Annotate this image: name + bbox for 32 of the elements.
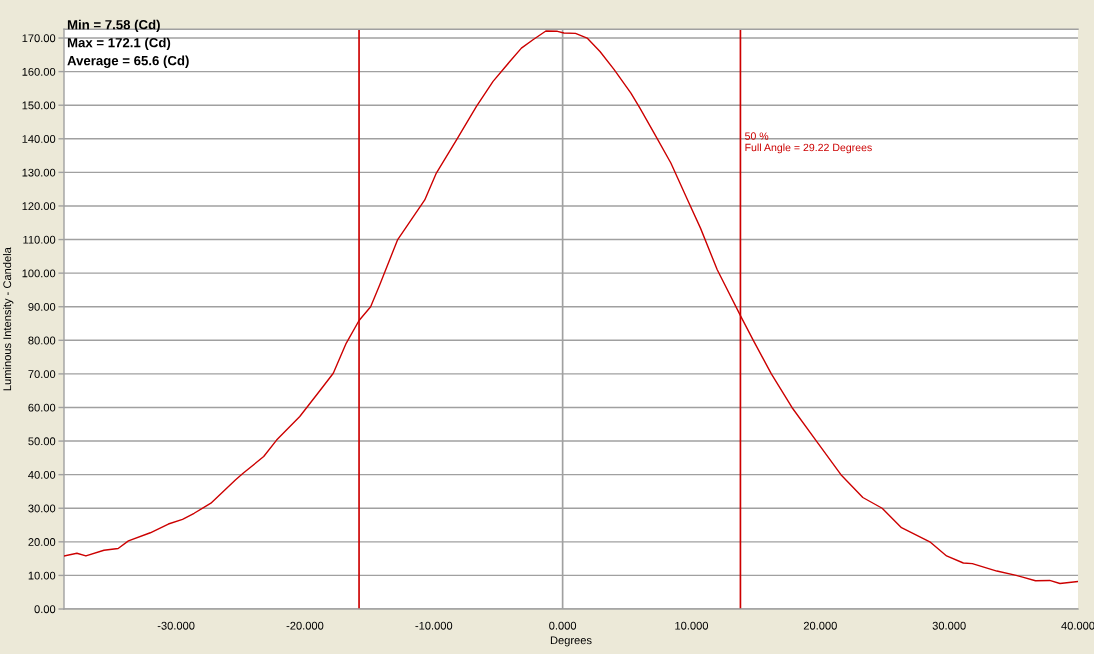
x-tick-label: -20.000 — [286, 621, 324, 630]
y-tick-label: 150.00 — [22, 101, 56, 110]
y-tick-label: 30.00 — [28, 504, 56, 513]
y-tick-label: 170.00 — [22, 34, 56, 43]
y-tick-label: 110.00 — [23, 235, 56, 244]
y-tick-label: 50.00 — [28, 437, 56, 446]
y-tick-label: 160.00 — [22, 67, 56, 76]
y-tick-label: 20.00 — [28, 538, 56, 546]
y-tick-label: 100.00 — [22, 269, 56, 278]
x-tick-label: -30.000 — [157, 621, 195, 630]
x-tick-label: 20.000 — [803, 621, 837, 630]
y-tick-label: 60.00 — [28, 403, 56, 412]
annotation: Average = 65.6 (Cd) — [67, 55, 189, 68]
x-tick-label: 10.000 — [675, 621, 709, 630]
x-tick-label: -10.000 — [415, 621, 453, 630]
x-axis-title: Degrees — [550, 636, 592, 647]
annotation: 50 % Full Angle = 29.22 Degrees — [745, 132, 872, 154]
x-tick-label: 40.000 — [1061, 621, 1094, 630]
annotation: Min = 7.58 (Cd) — [67, 19, 160, 32]
x-tick-label: 0.000 — [549, 621, 577, 630]
y-tick-label: 140.00 — [22, 135, 56, 143]
y-tick-label: 80.00 — [28, 336, 56, 345]
y-tick-label: 130.00 — [22, 168, 56, 177]
x-tick-label: 30.000 — [932, 621, 966, 630]
y-tick-label: 120.00 — [22, 202, 56, 211]
y-tick-label: 0.00 — [34, 605, 56, 614]
y-axis-title: Luminous Intensity - Candela — [2, 247, 14, 391]
y-tick-label: 10.00 — [28, 571, 56, 580]
y-tick-label: 70.00 — [28, 370, 56, 379]
y-tick-label: 90.00 — [28, 302, 56, 311]
y-tick-label: 40.00 — [28, 470, 56, 479]
annotation: Max = 172.1 (Cd) — [67, 37, 171, 50]
